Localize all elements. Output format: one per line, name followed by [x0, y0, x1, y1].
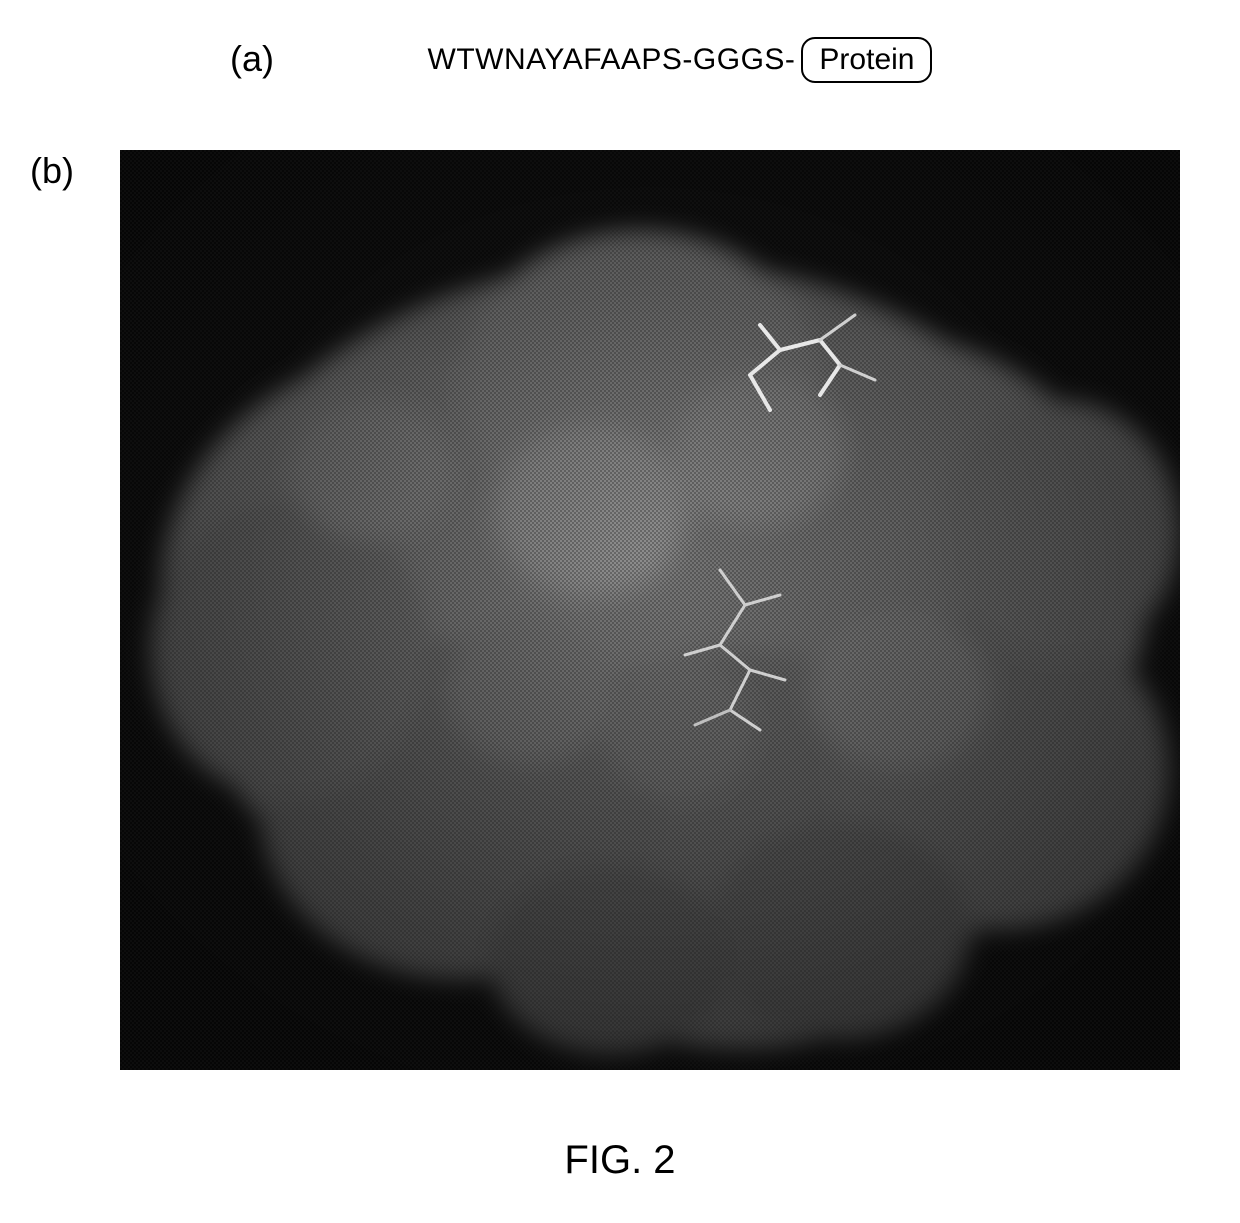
panel-b-image — [120, 150, 1180, 1070]
panel-b-label: (b) — [30, 150, 74, 192]
panel-a: (a) WTWNAYAFAAPS-GGGS- Protein — [0, 20, 1240, 100]
panel-a-label: (a) — [230, 38, 274, 80]
figure-caption: FIG. 2 — [0, 1138, 1240, 1183]
halftone-overlay — [120, 150, 1180, 1070]
figure-2: (a) WTWNAYAFAAPS-GGGS- Protein (b) — [0, 0, 1240, 1223]
protein-structure-svg — [120, 150, 1180, 1070]
sequence-text: WTWNAYAFAAPS-GGGS- — [428, 43, 796, 77]
panel-a-content: WTWNAYAFAAPS-GGGS- Protein — [428, 37, 933, 83]
protein-box: Protein — [801, 37, 932, 83]
